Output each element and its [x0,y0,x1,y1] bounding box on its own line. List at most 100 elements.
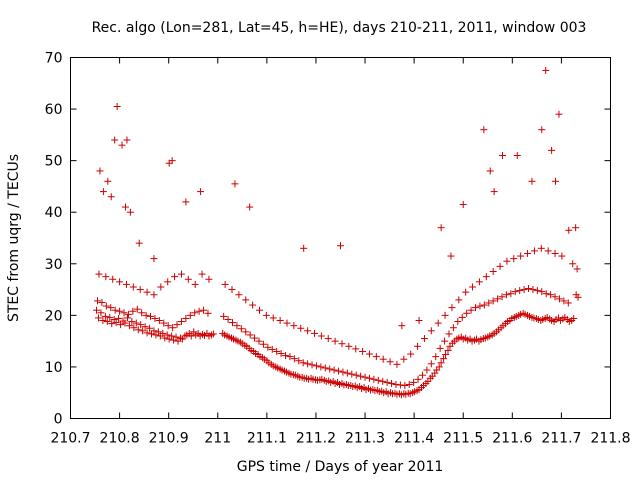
data-point [326,365,334,373]
y-axis: 0 10 20 30 40 50 60 70 [45,51,611,428]
data-point [374,376,382,384]
data-point [427,327,435,335]
data-point [420,335,428,343]
data-point [476,302,484,310]
data-point [295,357,303,365]
y-tick-label: 70 [45,51,63,67]
data-point [128,318,136,326]
data-point [112,319,120,327]
data-point [163,331,171,339]
data-point [572,224,580,232]
data-point [565,226,573,234]
data-point [489,297,497,305]
data-point [113,102,121,110]
data-point [435,363,443,371]
data-point [436,344,444,352]
data-point [393,360,401,368]
data-point [345,342,353,350]
data-point [182,314,190,322]
y-tick-label: 0 [54,412,63,428]
data-point [454,318,462,326]
data-point [528,177,536,185]
data-point [101,312,109,320]
data-point [98,298,106,306]
data-point [121,203,129,211]
data-point [463,309,471,317]
data-point [516,287,524,295]
data-point [414,342,422,350]
data-point [246,331,254,339]
x-tick-label: 210.9 [149,431,189,447]
data-point [133,305,141,313]
y-tick-label: 10 [45,360,63,376]
data-point [498,293,506,301]
data-point [379,377,387,385]
data-point [129,283,137,291]
data-point [489,268,497,276]
data-point [256,306,263,314]
data-point [441,311,449,319]
data-point [269,314,277,322]
data-point [467,306,475,314]
data-point [221,280,229,288]
data-point [400,355,408,363]
data-point [475,278,483,286]
data-point [123,314,131,322]
data-point [268,345,276,353]
data-point [379,355,387,363]
x-tick-label: 211.7 [541,431,581,447]
data-point [159,329,167,337]
data-point [93,306,101,314]
data-point [511,288,519,296]
data-point [448,304,456,312]
data-point [485,299,493,307]
data-point [233,322,241,330]
data-point [134,326,142,334]
data-point [137,321,145,329]
data-point [99,317,107,325]
data-point [440,355,448,363]
data-point [109,275,117,283]
data-point [538,288,546,296]
data-point [343,369,351,377]
data-point [324,335,332,343]
data-points [93,66,582,399]
y-tick-label: 50 [45,154,63,170]
data-point [555,295,563,303]
data-point [290,355,298,363]
data-point [195,307,203,315]
data-point [537,244,545,252]
data-point [209,330,217,338]
x-tick-label: 210.7 [50,431,90,447]
data-point [533,287,541,295]
data-point [359,347,367,355]
data-point [164,322,172,330]
data-point [529,286,537,294]
data-point [462,288,470,296]
data-point [304,327,312,335]
data-point [224,315,232,323]
data-point [480,301,488,309]
data-point [383,378,391,386]
data-point [173,321,181,329]
data-point [191,280,199,288]
data-point [121,319,129,327]
data-point [551,293,559,301]
data-point [564,299,572,307]
data-point [544,247,552,255]
data-point [348,370,356,378]
y-tick-label: 40 [45,205,63,221]
x-tick-label: 211.6 [492,431,532,447]
data-point [574,293,582,301]
data-point [445,330,453,338]
data-point [150,255,158,263]
data-point [102,302,110,310]
data-point [317,332,325,340]
data-point [365,374,373,382]
data-point [191,309,199,317]
data-point [276,317,284,325]
data-point [204,309,212,317]
data-point [499,151,506,159]
data-point [111,306,119,314]
y-tick-label: 20 [45,308,63,324]
